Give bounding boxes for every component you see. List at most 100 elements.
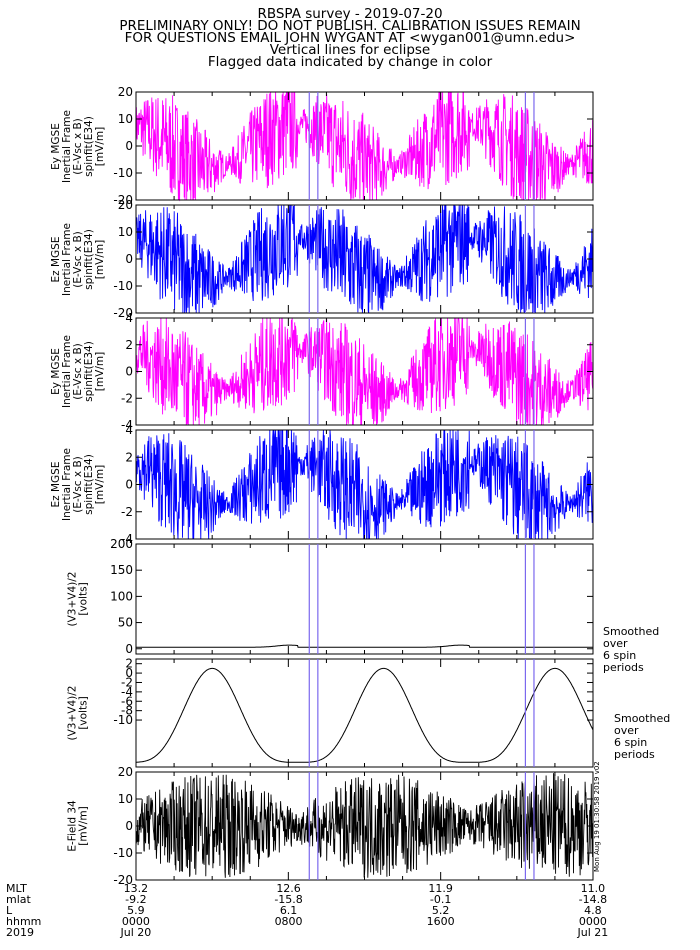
data-trace [135,429,594,540]
ylabel-line: Inertial Frame [60,109,73,183]
data-trace [135,317,594,426]
y-tick-label: 150 [110,563,133,577]
ylabel-line: Inertial Frame [60,335,73,408]
data-trace [135,773,594,878]
x-axis-value [274,927,302,938]
note-line: over [603,637,628,650]
panel-frame [135,543,594,655]
x-axis-value: -15.8 [274,893,303,906]
x-axis-value: 4.8 [584,904,602,917]
row-label-mlt: MLT [6,882,27,895]
ylabel-line: (E-Vsc x B) [71,456,84,513]
ylabel-line: [volts] [76,582,89,616]
row-label-year: 2019 [6,926,34,939]
x-axis-column: 13.2 -9.2 5.9 0000 Jul 20 [121,883,152,938]
ylabel-line: [volts] [76,696,89,730]
ylabel-line: (V3+V4)/2 [65,685,78,741]
y-tick-label: 4 [125,423,133,437]
y-tick-label: -20 [113,306,133,320]
y-tick-label: 20 [118,765,133,779]
y-tick-label: 2 [125,657,133,671]
note-line: 6 spin [614,736,648,749]
smoothing-note-1: Smoothed over 6 spin periods [603,626,659,674]
note-line: 6 spin [603,649,637,662]
x-axis-value: 11.0 [580,882,606,895]
y-tick-label: 2 [125,450,133,464]
ylabel-line: spinfit(E34) [82,115,95,177]
x-axis-column: 11.0 -14.8 4.8 0000 Jul 21 [578,883,609,938]
y-tick-label: 0 [125,666,133,680]
header-warning: PRELIMINARY ONLY! DO NOT PUBLISH. CALIBR… [119,18,581,34]
panel-ylabel: Ez MGSE Inertial Frame (E-Vsc x B) spinfit(… [49,448,105,521]
ylabel-line: Inertial Frame [60,222,73,296]
ylabel-line: (E-Vsc x B) [71,343,84,400]
y-tick-label: -10 [113,713,133,727]
x-axis-row-labels: MLT mlat L hhmm 2019 [6,883,41,938]
x-axis-value: 0800 [274,915,303,928]
note-line: over [614,724,639,737]
y-tick-label: -20 [113,193,133,207]
ylabel-line: [mV/m] [77,806,90,846]
x-axis-value: 0000 [578,915,607,928]
x-axis-column: 11.9 -0.1 5.2 1600 [427,883,455,938]
ylabel-line: [mV/m] [93,239,106,279]
y-tick-label: -4 [121,418,133,432]
x-axis-value: -9.2 [125,893,147,906]
y-tick-label: -10 [113,846,133,860]
panel-ylabel: Ey MGSE Inertial Frame (E-Vsc x B) spinfit(… [49,335,106,408]
x-axis-column: 12.6 -15.8 6.1 0800 [274,883,302,938]
x-axis-value: 1600 [426,915,455,928]
data-trace [135,204,594,314]
y-tick-label: 50 [118,616,133,630]
note-line: Smoothed [603,625,660,638]
note-line: periods [603,661,644,674]
x-axis-value: 12.6 [276,882,301,895]
panel-ylabel: (V3+V4)/2 [volts] [65,571,89,627]
y-tick-label: 0 [125,365,133,379]
y-tick-label: -4 [121,685,133,699]
y-tick-label: -6 [121,694,133,708]
smoothing-note-2: Smoothed over 6 spin periods [614,713,670,761]
ylabel-line: Ey MGSE [49,122,62,170]
x-axis-value: 5.9 [127,904,145,917]
x-axis-value: Jul 20 [120,926,152,939]
ylabel-line: [mV/m] [93,126,106,166]
version-stamp: Mon Aug 19 01:30:58 2019 v02 [593,761,601,872]
y-tick-label: 0 [125,819,133,833]
y-tick-label: 10 [118,792,133,806]
x-axis-value: -0.1 [429,893,452,906]
ylabel-line: Inertial Frame [60,448,73,521]
y-tick-label: 0 [125,642,133,656]
y-tick-label: 100 [110,589,133,603]
y-tick-label: -10 [113,166,133,180]
x-axis-value: -14.8 [578,893,608,906]
row-label-hhmm: hhmm [6,915,42,928]
data-trace [136,644,593,648]
x-axis-value [427,927,455,938]
ylabel-line: [mV/m] [93,351,106,392]
ylabel-line: spinfit(E34) [82,228,95,290]
y-tick-label: 4 [125,311,133,325]
y-tick-label: 0 [125,139,133,153]
panel-ylabel: E-Field 34 [mV/m] [66,800,90,851]
y-tick-label: 0 [125,252,133,266]
y-tick-label: -8 [121,704,133,718]
ylabel-line: Ey MGSE [49,348,62,395]
y-tick-label: 20 [118,198,133,212]
panel-ylabel: Ez MGSE Inertial Frame (E-Vsc x B) spinfit(… [49,222,106,296]
x-axis-value: 0000 [121,915,150,928]
ylabel-line: spinfit(E34) [82,454,95,515]
x-axis-value: 13.2 [123,882,149,895]
header-flag-note: Flagged data indicated by change in colo… [207,54,493,70]
panel-ylabel: Ey MGSE Inertial Frame (E-Vsc x B) spinfit(… [49,109,106,183]
y-tick-label: -2 [121,391,133,405]
ylabel-line: (V3+V4)/2 [65,571,78,627]
y-tick-label: -10 [113,279,133,293]
header-contact: FOR QUESTIONS EMAIL JOHN WYGANT AT <wyga… [124,30,576,46]
y-tick-label: 2 [125,338,133,352]
y-tick-label: -20 [113,873,133,887]
chart-title: RBSPA survey - 2019-07-20 [257,6,443,22]
ylabel-line: spinfit(E34) [82,341,95,402]
y-tick-label: -4 [121,532,133,546]
row-label-mlat: mlat [6,893,31,906]
